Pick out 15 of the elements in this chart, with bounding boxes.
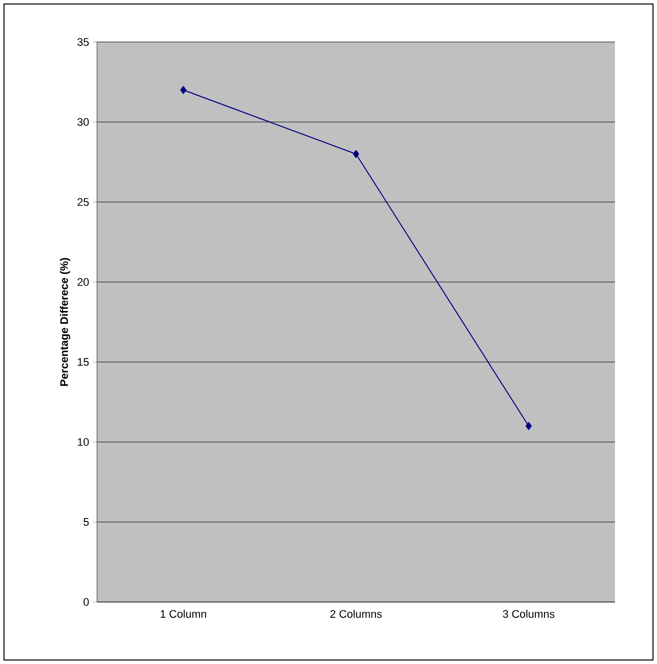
point xyxy=(352,150,360,158)
y-axis-title: Percentage Differece (%) xyxy=(60,258,70,386)
y-tick-label: 30 xyxy=(77,118,89,126)
y-tick-label: 35 xyxy=(77,38,89,46)
x-tick-label: 3 Columns xyxy=(502,610,554,618)
x-tick-label: 1 Column xyxy=(160,610,206,618)
y-tick-label: 20 xyxy=(78,278,89,286)
x-tick-label: 2 Columns xyxy=(330,610,382,618)
point xyxy=(526,422,532,430)
y-tick-label: 15 xyxy=(78,358,89,366)
point xyxy=(180,86,186,94)
y-tick-label: 10 xyxy=(78,438,89,446)
y-tick-label: 25 xyxy=(78,198,89,206)
y-tick-label: 0 xyxy=(84,598,89,606)
y-tick-label: 5 xyxy=(84,518,89,526)
